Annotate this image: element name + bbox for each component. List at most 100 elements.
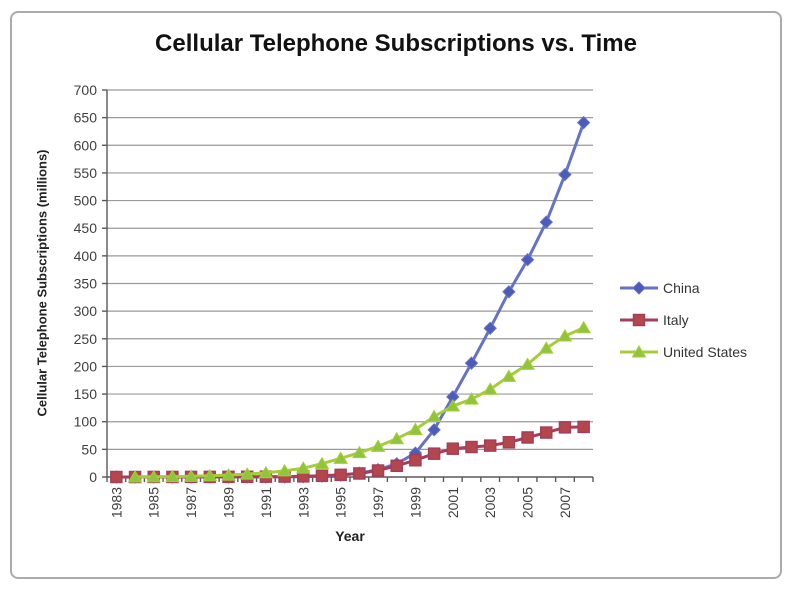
square-marker	[632, 313, 646, 327]
legend-item-china: China	[620, 277, 747, 299]
triangle-marker	[501, 369, 517, 382]
triangle-marker	[146, 469, 162, 483]
triangle-marker	[127, 469, 143, 483]
legend-item-us: United States	[620, 341, 747, 363]
x-tick-label: 1983	[108, 487, 124, 518]
triangle-marker	[408, 422, 423, 435]
x-tick-label: 1987	[183, 487, 199, 518]
square-marker	[110, 470, 123, 484]
legend-label-china: China	[663, 280, 700, 296]
y-tick-label: 50	[81, 441, 97, 457]
y-tick-label: 650	[74, 110, 98, 126]
triangle-marker	[445, 399, 461, 412]
diamond-marker	[539, 215, 553, 229]
diamond-marker	[427, 423, 441, 437]
square-marker	[334, 468, 347, 482]
triangle-marker	[333, 451, 349, 464]
square-marker	[521, 431, 534, 444]
legend-item-italy: Italy	[620, 309, 747, 331]
y-tick-label: 400	[74, 248, 98, 264]
triangle-marker	[538, 341, 554, 354]
y-tick-label: 700	[74, 82, 98, 98]
diamond-marker	[502, 285, 516, 299]
triangle-marker	[165, 469, 180, 483]
triangle-marker	[389, 431, 405, 445]
y-tick-label: 300	[74, 303, 98, 319]
triangle-marker	[482, 382, 498, 395]
triangle-marker	[239, 467, 255, 480]
square-marker	[577, 420, 590, 434]
y-tick-label: 350	[74, 276, 98, 292]
series-italy	[110, 420, 590, 484]
triangle-marker	[520, 357, 535, 370]
triangle-marker	[295, 461, 311, 474]
triangle-marker	[426, 409, 442, 422]
x-tick-label: 1993	[295, 487, 311, 518]
x-axis-title: Year	[335, 528, 365, 544]
united-states-line-triangle-icon	[620, 345, 658, 358]
chart-outer-frame	[10, 11, 782, 579]
y-tick-label: 150	[74, 386, 98, 402]
square-marker	[371, 464, 385, 477]
triangle-marker	[202, 468, 218, 482]
y-tick-label: 0	[89, 469, 97, 485]
triangle-marker	[464, 392, 479, 405]
triangle-marker	[557, 329, 573, 342]
triangle-marker	[576, 320, 592, 334]
x-tick-label: 1995	[333, 487, 349, 518]
x-tick-label: 2007	[557, 487, 573, 518]
y-tick-label: 500	[74, 193, 98, 209]
triangle-marker	[258, 465, 274, 479]
square-marker	[465, 440, 478, 454]
diamond-marker	[520, 253, 535, 267]
x-tick-label: 2005	[520, 487, 536, 518]
diamond-marker	[632, 281, 646, 295]
series-line	[114, 121, 586, 479]
square-marker	[353, 467, 366, 480]
square-marker	[502, 436, 516, 449]
diamond-marker	[576, 115, 591, 130]
series-line	[114, 425, 586, 479]
triangle-marker	[221, 468, 236, 481]
triangle-marker	[277, 463, 292, 477]
square-marker	[390, 459, 403, 473]
y-tick-label: 550	[74, 165, 98, 181]
x-tick-label: 1985	[146, 487, 162, 518]
china-line-diamond-icon	[620, 281, 658, 295]
triangle-marker	[631, 345, 647, 358]
x-tick-label: 2003	[482, 487, 498, 518]
square-marker	[427, 447, 441, 460]
legend-label-italy: Italy	[663, 312, 689, 328]
x-tick-label: 1997	[370, 487, 386, 518]
y-tick-label: 250	[74, 331, 98, 347]
triangle-marker	[351, 445, 367, 459]
triangle-marker	[314, 456, 330, 470]
series-china	[109, 115, 591, 484]
diamond-marker	[558, 167, 572, 182]
triangle-marker	[183, 469, 199, 482]
x-tick-label: 1989	[221, 487, 237, 518]
diamond-marker	[464, 356, 479, 370]
y-tick-label: 600	[74, 137, 98, 153]
chart-title: Cellular Telephone Subscriptions vs. Tim…	[155, 30, 637, 57]
y-tick-label: 200	[74, 358, 98, 374]
series-united-states	[127, 320, 592, 483]
square-marker	[446, 442, 460, 455]
x-tick-label: 1991	[258, 487, 274, 518]
square-marker	[315, 469, 329, 483]
x-tick-label: 2001	[445, 487, 461, 518]
legend-label-us: United States	[663, 344, 748, 360]
x-tick-label: 1999	[407, 487, 423, 518]
triangle-marker	[370, 439, 386, 452]
y-tick-label: 450	[74, 220, 98, 236]
legend: China Italy United States	[620, 277, 747, 363]
y-tick-label: 100	[74, 414, 98, 430]
y-axis-title: Cellular Telephone Subscriptions (millio…	[34, 149, 50, 417]
square-marker	[409, 453, 422, 467]
square-marker	[558, 421, 572, 434]
italy-line-square-icon	[620, 313, 658, 327]
diamond-marker	[483, 321, 497, 335]
square-marker	[483, 439, 497, 452]
square-marker	[540, 426, 553, 439]
